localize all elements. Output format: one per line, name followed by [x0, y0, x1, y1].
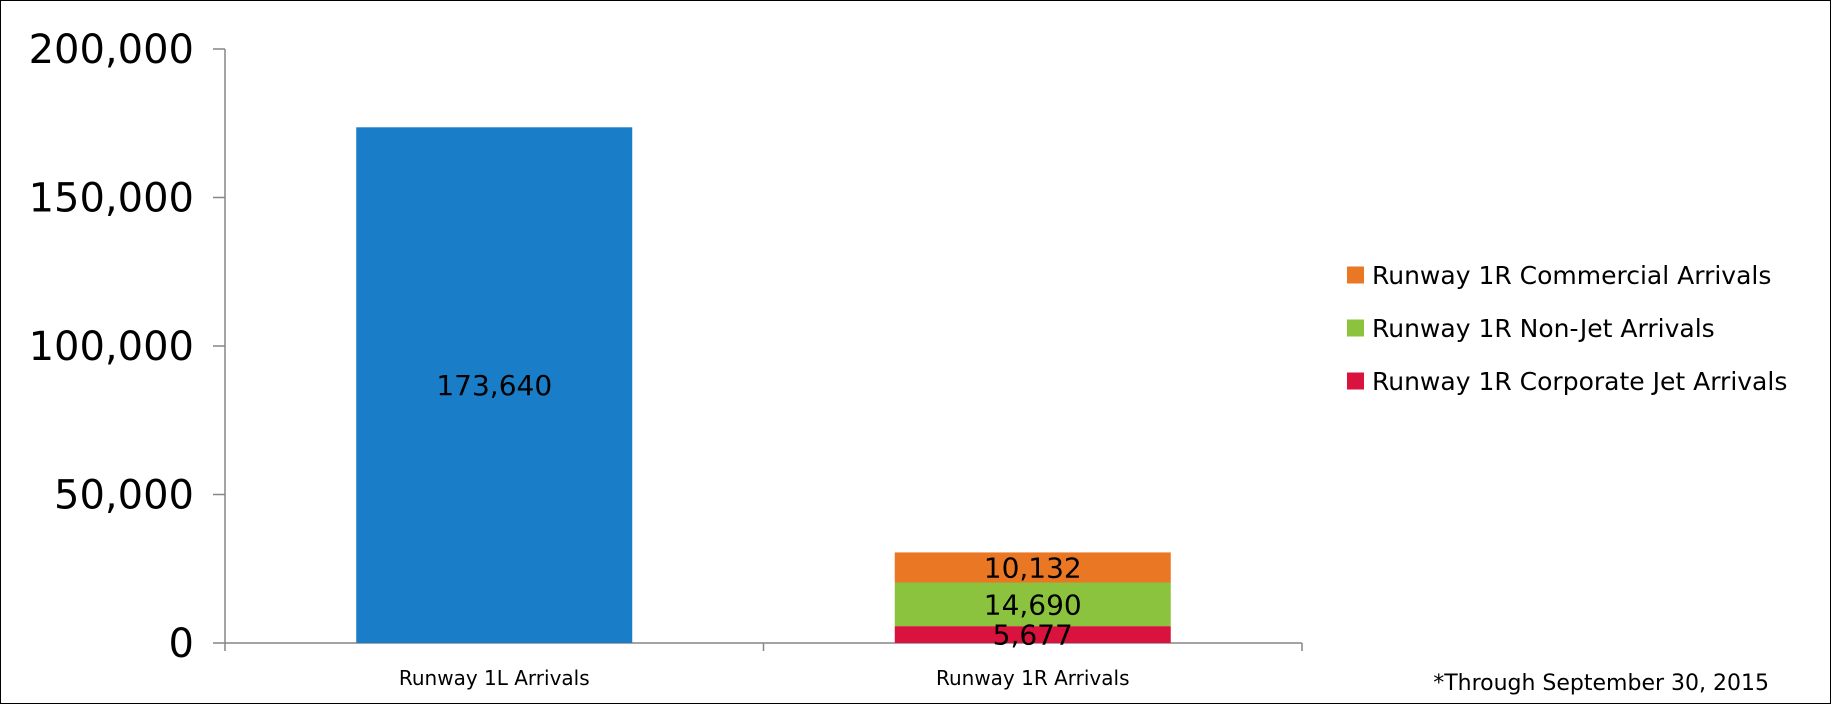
x-tick-label: Runway 1L Arrivals: [399, 666, 590, 690]
y-tick-label: 100,000: [29, 324, 194, 370]
data-label: 10,132: [984, 551, 1082, 584]
data-label: 5,677: [993, 619, 1073, 652]
y-tick-label: 0: [169, 621, 194, 667]
bar-segment: [356, 127, 633, 644]
legend: Runway 1R Commercial Arrivals Runway 1R N…: [1347, 261, 1787, 396]
y-tick-label: 50,000: [54, 473, 194, 519]
legend-entry-label: Runway 1R Non-Jet Arrivals: [1372, 314, 1715, 343]
bar-segment: [894, 582, 1171, 627]
legend-swatch: [1347, 319, 1364, 337]
legend-swatch: [1347, 266, 1364, 284]
y-tick-label: 200,000: [29, 27, 194, 73]
legend-entry-label: Runway 1R Corporate Jet Arrivals: [1372, 367, 1787, 396]
footnote: *Through September 30, 2015: [1433, 671, 1769, 696]
bar-segment: [894, 626, 1171, 643]
data-label: 173,640: [436, 369, 552, 402]
data-label: 14,690: [984, 588, 1082, 621]
bars: [356, 127, 1171, 644]
legend-entry-label: Runway 1R Commercial Arrivals: [1372, 261, 1771, 290]
legend-swatch: [1347, 372, 1364, 390]
bar-segment: [894, 552, 1171, 583]
y-tick-label: 150,000: [29, 176, 194, 222]
axes: 0 50,000 100,000 150,000 200,000 Runway 1L Ar…: [29, 27, 1303, 690]
x-tick-label: Runway 1R Arrivals: [936, 666, 1130, 690]
